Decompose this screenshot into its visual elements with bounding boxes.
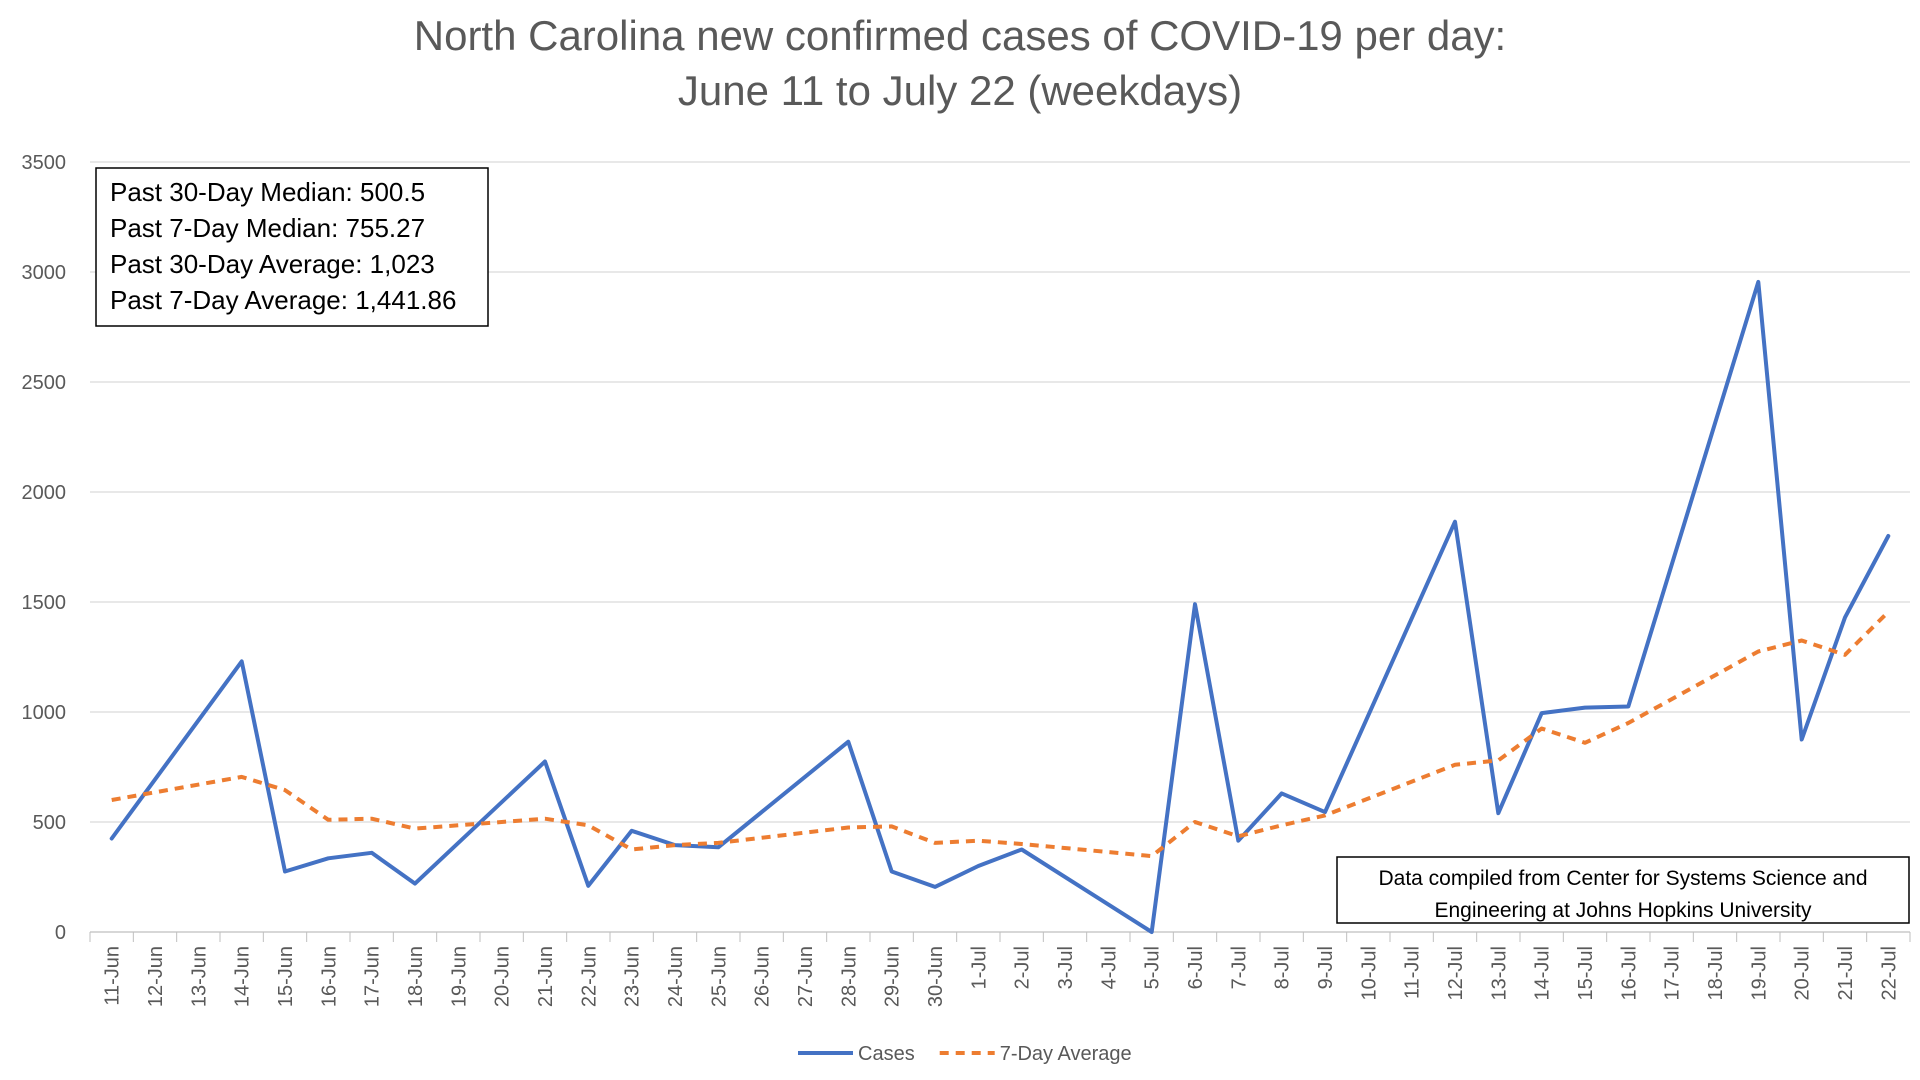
x-tick-label: 20-Jul: [1792, 946, 1814, 1000]
stat-7-day-median: Past 7-Day Median: 755.27: [110, 213, 425, 243]
series-line-7-day-average: [111, 610, 1890, 859]
y-tick-label: 3500: [22, 152, 67, 174]
stats-box-frame: [95, 167, 489, 327]
source-line-2: Engineering at Johns Hopkins University: [1434, 899, 1812, 922]
x-tick-label: 23-Jun: [622, 946, 644, 1007]
x-tick-label: 19-Jun: [448, 946, 470, 1007]
x-tick-label: 2-Jul: [1012, 946, 1034, 989]
x-tick-label: 18-Jul: [1705, 946, 1727, 1000]
y-tick-label: 2500: [22, 372, 67, 394]
y-tick-label: 1000: [22, 702, 67, 724]
x-tick-label: 17-Jul: [1662, 946, 1684, 1000]
x-tick-label: 15-Jul: [1575, 946, 1597, 1000]
x-axis: 11-Jun 12-Jun 13-Jun 14-Jun 15-Jun 16-Jun 17-J…: [89, 932, 1911, 1007]
x-tick-label: 24-Jun: [665, 946, 687, 1007]
x-tick-label: 7-Jul: [1228, 946, 1250, 989]
legend-label-cases: Cases: [858, 1043, 915, 1065]
source-line-1: Data compiled from Center for Systems Sc…: [1378, 867, 1867, 890]
stat-30-day-median: Past 30-Day Median: 500.5: [110, 177, 425, 207]
source-box: Data compiled from Center for Systems Sc…: [1336, 856, 1910, 924]
y-tick-label: 3000: [22, 262, 67, 284]
chart-subtitle: June 11 to July 22 (weekdays): [678, 67, 1242, 114]
x-tick-label: 11-Jul: [1402, 946, 1424, 999]
x-tick-label: 5-Jul: [1142, 946, 1164, 989]
y-tick-label: 500: [33, 812, 66, 834]
x-tick-label: 21-Jul: [1835, 946, 1857, 1000]
x-tick-label: 27-Jun: [795, 946, 817, 1007]
chart-title: North Carolina new confirmed cases of CO…: [414, 12, 1506, 59]
y-tick-label: 0: [55, 922, 66, 944]
x-tick-label: 15-Jun: [275, 946, 297, 1007]
legend: Cases 7-Day Average: [798, 1043, 1132, 1065]
stats-box: Past 30-Day Median: 500.5 Past 7-Day Med…: [95, 167, 489, 327]
series-line-cases: [109, 279, 1891, 934]
x-tick-label: 10-Jul: [1358, 946, 1380, 1000]
x-tick-label: 18-Jun: [405, 946, 427, 1007]
x-tick-label: 29-Jun: [882, 946, 904, 1007]
x-tick-label: 14-Jun: [232, 946, 254, 1007]
x-tick-label: 6-Jul: [1185, 946, 1207, 989]
x-tick-label: 12-Jun: [145, 946, 167, 1007]
x-tick-label: 14-Jul: [1532, 946, 1554, 1000]
x-tick-label: 25-Jun: [708, 946, 730, 1007]
source-box-frame: [1336, 856, 1910, 924]
stat-30-day-average: Past 30-Day Average: 1,023: [110, 249, 435, 279]
x-tick-label: 28-Jun: [838, 946, 860, 1007]
x-tick-label: 19-Jul: [1748, 946, 1770, 1000]
x-tick-label: 13-Jul: [1488, 946, 1510, 1000]
x-tick-label: 1-Jul: [968, 946, 990, 989]
x-tick-label: 12-Jul: [1445, 946, 1467, 1000]
x-tick-label: 22-Jun: [578, 946, 600, 1007]
legend-label-7-day-average: 7-Day Average: [1000, 1043, 1132, 1065]
x-tick-label: 26-Jun: [752, 946, 774, 1007]
y-tick-label: 1500: [22, 592, 67, 614]
x-tick-label: 16-Jun: [318, 946, 340, 1007]
x-tick-label: 4-Jul: [1098, 946, 1120, 989]
x-tick-label: 13-Jun: [188, 946, 210, 1007]
x-tick-label: 17-Jun: [362, 946, 384, 1007]
x-tick-label: 11-Jun: [102, 946, 124, 1006]
x-tick-label: 8-Jul: [1272, 946, 1294, 989]
y-axis: 0 500 1000 1500 2000 2500 3000 3500: [22, 152, 67, 944]
y-tick-label: 2000: [22, 482, 67, 504]
series-lines: [109, 279, 1891, 934]
stat-7-day-average: Past 7-Day Average: 1,441.86: [110, 285, 456, 315]
x-tick-label: 9-Jul: [1315, 946, 1337, 989]
x-tick-label: 30-Jun: [925, 946, 947, 1007]
x-tick-label: 3-Jul: [1055, 946, 1077, 989]
x-tick-label: 22-Jul: [1878, 946, 1900, 1000]
x-tick-label: 21-Jun: [535, 946, 557, 1007]
x-tick-label: 16-Jul: [1618, 946, 1640, 1000]
x-tick-label: 20-Jun: [492, 946, 514, 1007]
